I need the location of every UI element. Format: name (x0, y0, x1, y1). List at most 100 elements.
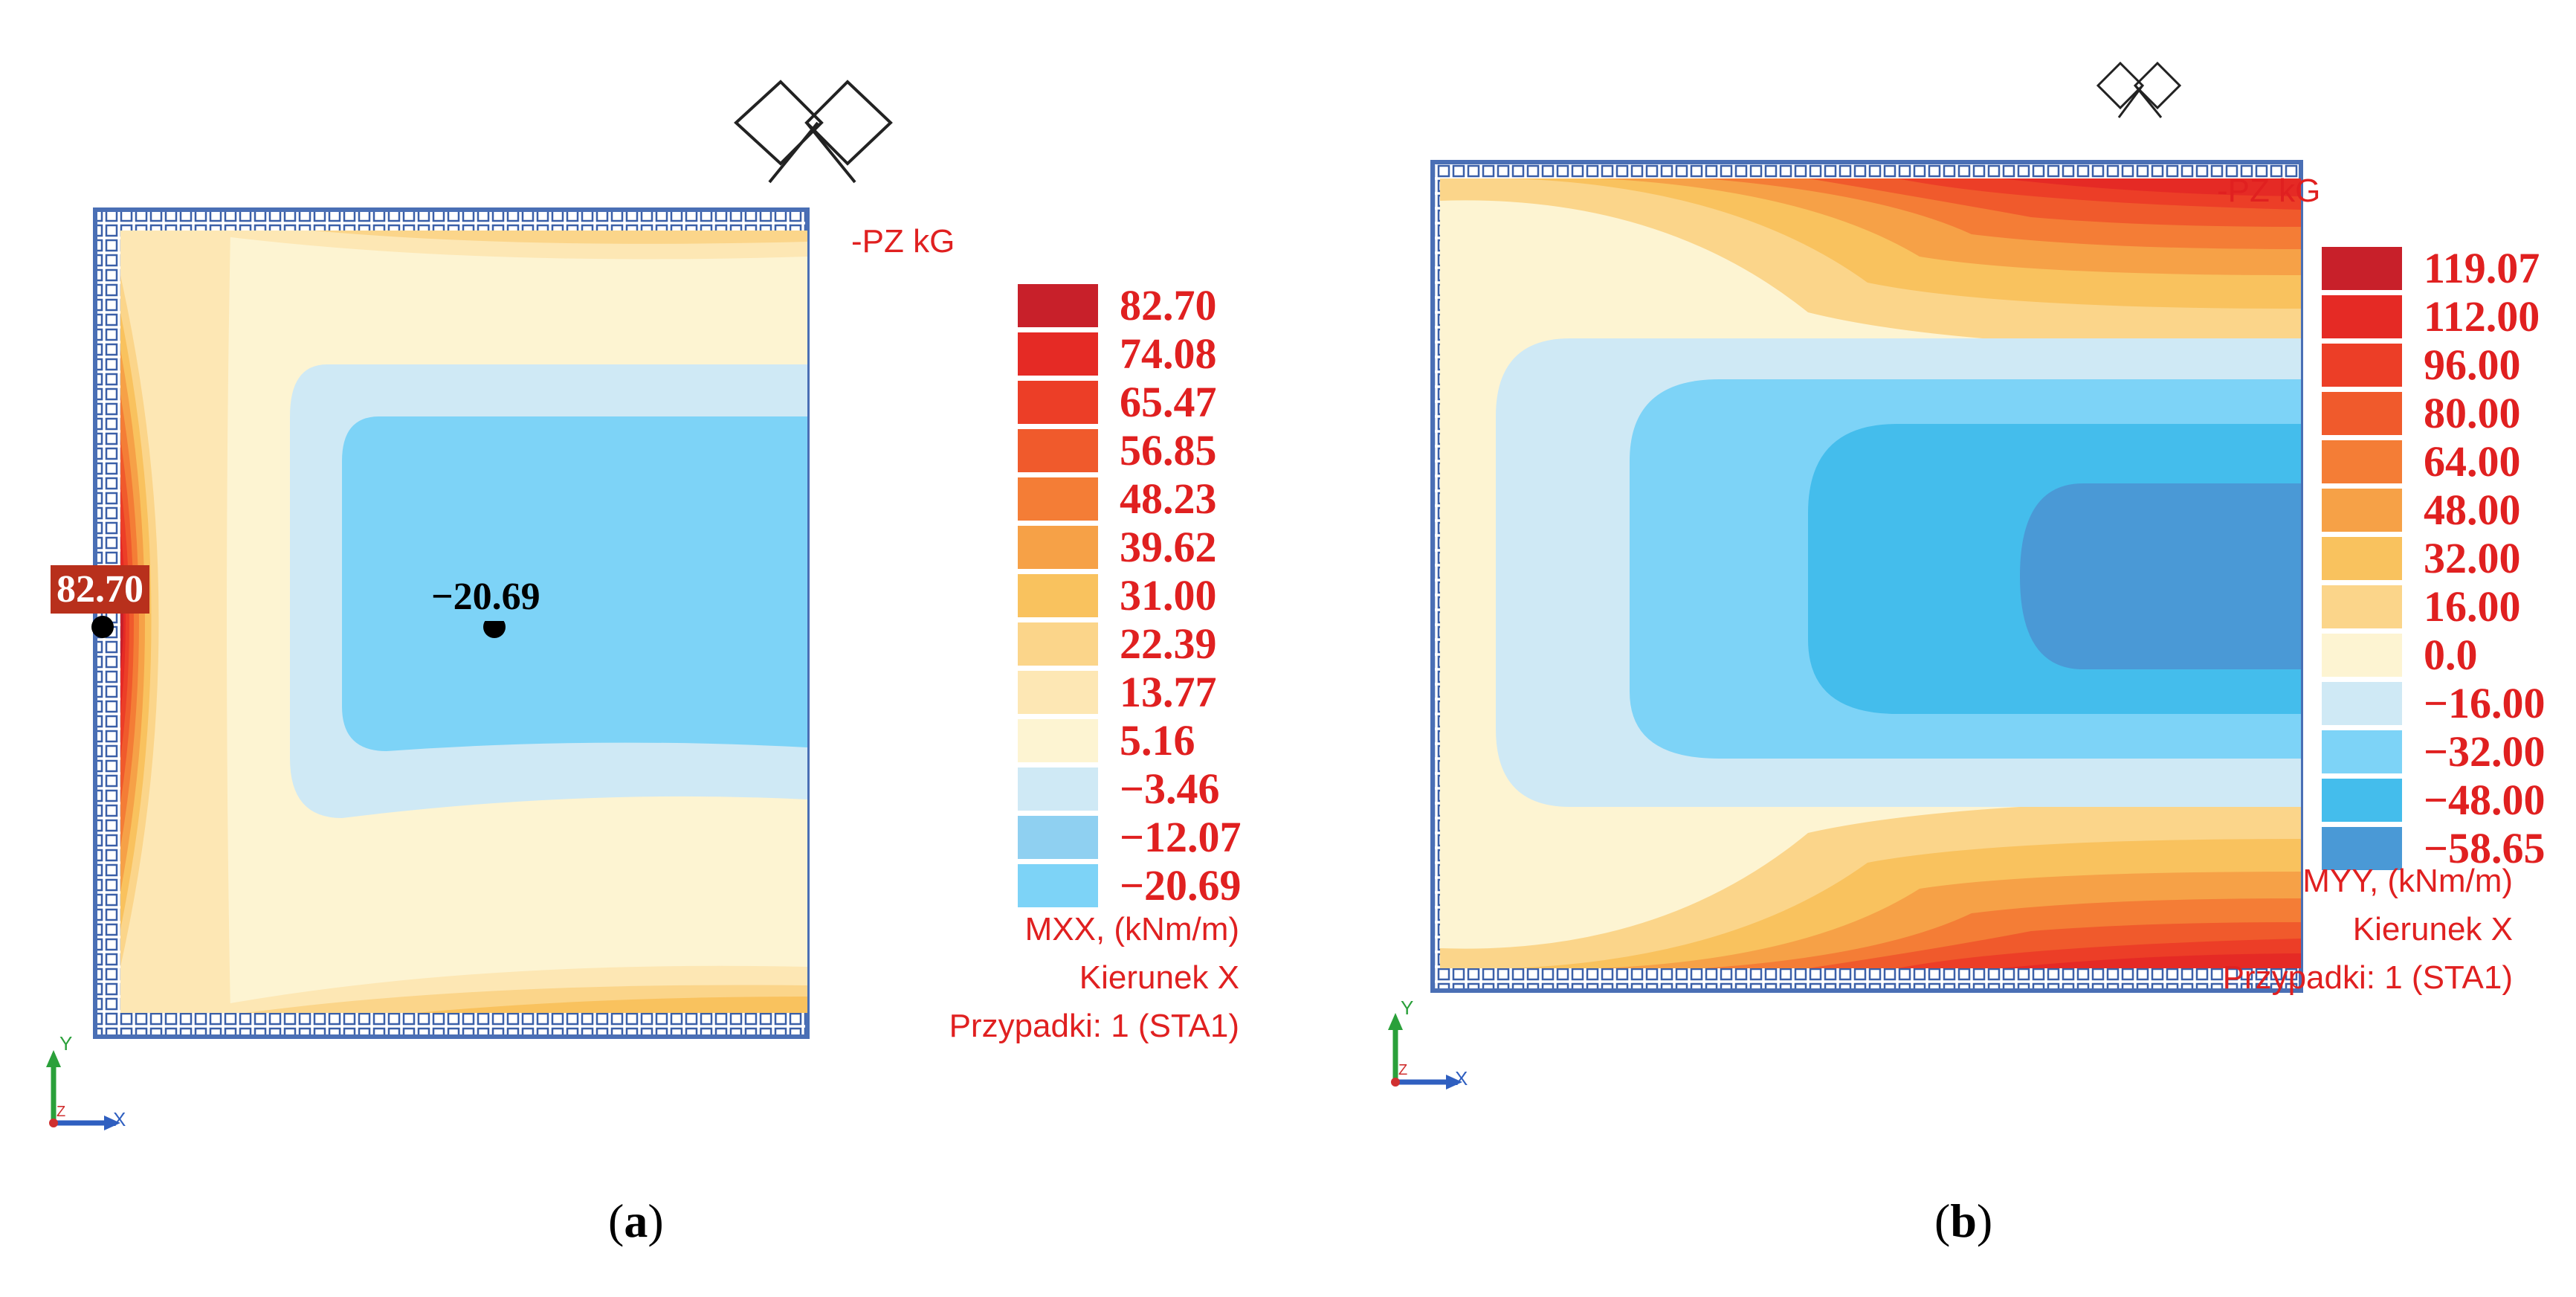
legend-value: 48.00 (2424, 486, 2521, 534)
legend-value: 80.00 (2424, 389, 2521, 437)
legend-swatch (1017, 332, 1099, 376)
legend-value: −3.46 (1120, 765, 1220, 813)
legend-value: 96.00 (2424, 341, 2521, 389)
caption-b: (b) (1934, 1194, 1993, 1247)
legend-direction: Kierunek X (1079, 959, 1239, 996)
view-orientation-icon (734, 80, 893, 184)
legend-swatch (2321, 778, 2403, 823)
axis-x-label: X (1455, 1067, 1468, 1090)
legend-swatch (2321, 681, 2403, 726)
min-point-marker (483, 616, 506, 638)
legend-swatch (1017, 283, 1099, 328)
legend-swatch (1017, 477, 1099, 521)
legend-value: −58.65 (2424, 824, 2546, 872)
legend-value: 74.08 (1120, 329, 1217, 378)
legend-row: 0.0 (2321, 631, 2478, 680)
legend-header: -PZ kG (2217, 173, 2321, 209)
legend-swatch (1017, 767, 1099, 811)
axis-triad-icon (1388, 1013, 1462, 1090)
legend-swatch (1017, 863, 1099, 908)
legend-swatch (2321, 633, 2403, 678)
legend-value: 32.00 (2424, 534, 2521, 582)
legend-quantity: MXX, (kNm/m) (1024, 911, 1239, 947)
legend-swatch (2321, 391, 2403, 436)
legend-swatch (1017, 670, 1099, 715)
legend-cases: Przypadki: 1 (STA1) (949, 1008, 1239, 1044)
legend-row: −32.00 (2321, 727, 2546, 776)
legend-row: 74.08 (1017, 329, 1217, 379)
legend-row: −16.00 (2321, 679, 2546, 728)
legend-swatch (1017, 525, 1099, 570)
legend-swatch (1017, 622, 1099, 666)
legend-value: 39.62 (1120, 523, 1217, 571)
legend-row: 82.70 (1017, 281, 1217, 330)
legend-row: 65.47 (1017, 378, 1217, 427)
mxx-contour-plot (46, 80, 893, 1130)
axis-z-label: Z (57, 1104, 66, 1120)
legend-row: 31.00 (1017, 571, 1217, 620)
legend-row: 22.39 (1017, 619, 1217, 669)
view-orientation-icon (2096, 61, 2182, 118)
legend-row: 119.07 (2321, 244, 2540, 293)
legend-swatch (2321, 246, 2403, 291)
legend-value: 31.00 (1120, 571, 1217, 619)
legend-quantity: MYY, (kNm/m) (2302, 863, 2513, 899)
legend-swatch (1017, 718, 1099, 763)
myy-contours (1440, 178, 2301, 968)
legend-row: 32.00 (2321, 534, 2521, 583)
legend-swatch (2321, 440, 2403, 484)
myy-contour-plot (1388, 61, 2303, 1090)
legend-row: 13.77 (1017, 668, 1217, 717)
legend-swatch (2321, 295, 2403, 339)
mxx-contours (120, 231, 807, 1013)
axis-y-label: Y (59, 1032, 73, 1055)
legend-row: 112.00 (2321, 292, 2540, 341)
legend-value: 22.39 (1120, 619, 1217, 668)
legend-row: 64.00 (2321, 437, 2521, 486)
legend-swatch (2321, 488, 2403, 532)
legend-value: 82.70 (1120, 281, 1217, 329)
legend-header: -PZ kG (851, 223, 955, 260)
legend-value: 112.00 (2424, 292, 2540, 341)
legend-cases: Przypadki: 1 (STA1) (2222, 959, 2513, 996)
legend-swatch (2321, 826, 2403, 871)
axis-z-label: Z (1398, 1062, 1408, 1078)
legend-value: 5.16 (1120, 716, 1195, 765)
legend-value: −16.00 (2424, 679, 2546, 727)
legend-value: 56.85 (1120, 426, 1217, 474)
legend-value: 48.23 (1120, 474, 1217, 523)
legend-row: 39.62 (1017, 523, 1217, 572)
legend-value: −48.00 (2424, 776, 2546, 824)
legend-value: −12.07 (1120, 813, 1242, 861)
legend-row: 96.00 (2321, 341, 2521, 390)
legend-value: 13.77 (1120, 668, 1217, 716)
legend-swatch (1017, 815, 1099, 860)
legend-swatch (2321, 585, 2403, 629)
legend-direction: Kierunek X (2352, 911, 2513, 947)
panel-a: Y X Z 82.70 −20.69 -PZ kG 82.70 74.08 65.4… (46, 80, 1242, 1247)
max-point-marker (91, 616, 114, 638)
legend-row: 5.16 (1017, 716, 1195, 765)
legend-row: 48.00 (2321, 486, 2521, 535)
legend-row: −3.46 (1017, 765, 1220, 814)
legend-swatch (1017, 380, 1099, 425)
max-value-label: 82.70 (51, 565, 149, 614)
legend-value: 65.47 (1120, 378, 1217, 426)
legend-value: 119.07 (2424, 244, 2540, 292)
axis-triad-icon (46, 1050, 120, 1130)
legend-row: 48.23 (1017, 474, 1217, 524)
legend-row: −58.65 (2321, 824, 2546, 873)
legend-row: 80.00 (2321, 389, 2521, 438)
legend-swatch (2321, 343, 2403, 387)
legend-row: 56.85 (1017, 426, 1217, 475)
legend-row: −48.00 (2321, 776, 2546, 825)
panel-b: Y X Z -PZ kG 119.07 112.00 96.00 80.00 64.00… (1288, 0, 2576, 1297)
legend-swatch (2321, 536, 2403, 581)
legend-value: −20.69 (1120, 861, 1242, 910)
min-value-label: −20.69 (425, 573, 546, 622)
legend-swatch (1017, 573, 1099, 618)
caption-a: (a) (608, 1194, 664, 1247)
legend-value: 16.00 (2424, 582, 2521, 631)
legend-row: −12.07 (1017, 813, 1242, 862)
legend-row: 16.00 (2321, 582, 2521, 631)
